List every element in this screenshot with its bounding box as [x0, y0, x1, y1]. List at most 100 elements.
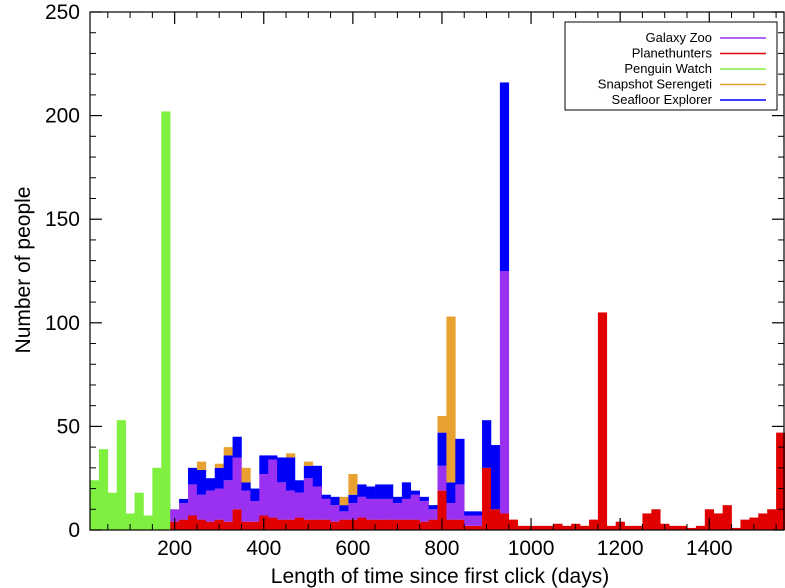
bar-galaxy-zoo [277, 482, 287, 520]
bar-galaxy-zoo [330, 505, 340, 522]
bar-planethunters [437, 490, 447, 530]
bar-galaxy-zoo [312, 486, 322, 520]
bar-galaxy-zoo [392, 503, 403, 520]
bar-seafloor-explorer [321, 494, 331, 499]
bar-galaxy-zoo [294, 492, 305, 518]
bar-planethunters [749, 517, 759, 530]
bar-planethunters [482, 467, 492, 530]
bar-galaxy-zoo [232, 457, 242, 510]
bar-planethunters [490, 509, 501, 530]
bar-seafloor-explorer [241, 482, 251, 491]
bar-planethunters [580, 525, 590, 530]
bar-seafloor-explorer [428, 505, 438, 510]
bar-seafloor-explorer [286, 457, 296, 491]
bar-galaxy-zoo [384, 498, 394, 520]
bar-penguin-watch [125, 513, 135, 530]
bar-snapshot-serengeti [339, 496, 349, 506]
bar-galaxy-zoo [499, 271, 510, 514]
bars-layer [90, 82, 785, 531]
bar-seafloor-explorer [437, 432, 447, 466]
bar-galaxy-zoo [375, 498, 385, 520]
bar-planethunters [678, 525, 688, 530]
y-axis-title: Number of people [12, 187, 35, 354]
legend-label: Galaxy Zoo [646, 30, 712, 45]
x-tick-label: 200 [157, 537, 192, 560]
tick-labels-layer: 0 50 100 150 200 250 200 400 600 800 1000 1200 1400 [45, 1, 733, 560]
plot-frame [89, 11, 785, 531]
bar-planethunters [455, 519, 465, 530]
bar-planethunters [553, 523, 563, 530]
bar-planethunters [384, 519, 394, 530]
bar-penguin-watch [116, 420, 126, 530]
bar-seafloor-explorer [490, 445, 501, 510]
x-axis-title: Length of time since first click (days) [271, 565, 609, 588]
bar-planethunters [241, 521, 251, 530]
legend-label: Planethunters [632, 46, 713, 61]
bar-planethunters [188, 515, 198, 530]
bar-galaxy-zoo [357, 496, 367, 518]
bar-seafloor-explorer [482, 420, 492, 468]
bar-seafloor-explorer [499, 82, 510, 271]
bar-snapshot-serengeti [446, 316, 456, 483]
bar-penguin-watch [107, 492, 118, 530]
bar-galaxy-zoo [446, 503, 456, 520]
bar-seafloor-explorer [401, 482, 412, 499]
bar-seafloor-explorer [464, 511, 474, 516]
bar-planethunters [339, 519, 349, 530]
bar-seafloor-explorer [188, 467, 198, 485]
bar-planethunters [250, 521, 260, 530]
x-tick-label: 600 [335, 537, 370, 560]
bar-galaxy-zoo [464, 515, 474, 526]
bar-galaxy-zoo [419, 500, 429, 522]
bar-seafloor-explorer [339, 505, 349, 512]
bar-snapshot-serengeti [196, 461, 207, 470]
bar-planethunters [499, 513, 510, 530]
bar-planethunters [464, 525, 474, 530]
bar-planethunters [419, 521, 429, 530]
bar-planethunters [179, 519, 189, 530]
bar-planethunters [410, 519, 420, 530]
bar-planethunters [624, 525, 634, 530]
bar-planethunters [366, 519, 376, 530]
bar-seafloor-explorer [419, 496, 429, 501]
bar-galaxy-zoo [473, 515, 483, 526]
bar-seafloor-explorer [473, 511, 483, 516]
bar-planethunters [767, 509, 777, 530]
x-tick-label: 1200 [597, 537, 644, 560]
x-tick-label: 1000 [508, 537, 555, 560]
bar-galaxy-zoo [170, 509, 180, 522]
bar-planethunters [321, 519, 331, 530]
bar-planethunters [776, 432, 785, 530]
bar-planethunters [588, 519, 599, 530]
bar-planethunters [196, 519, 207, 530]
bar-snapshot-serengeti [303, 461, 314, 466]
y-tick-label: 0 [68, 519, 80, 542]
bar-snapshot-serengeti [437, 416, 447, 433]
bar-penguin-watch [134, 492, 144, 530]
bar-galaxy-zoo [205, 490, 216, 522]
bar-planethunters [286, 519, 296, 530]
bar-galaxy-zoo [259, 474, 269, 516]
bar-galaxy-zoo [268, 459, 278, 518]
bar-planethunters [330, 521, 340, 530]
bar-planethunters [375, 519, 385, 530]
x-tick-label: 400 [246, 537, 281, 560]
bar-galaxy-zoo [410, 494, 420, 520]
bar-penguin-watch [161, 111, 171, 531]
bar-seafloor-explorer [223, 455, 233, 481]
bar-galaxy-zoo [214, 488, 224, 520]
bar-galaxy-zoo [455, 484, 465, 520]
bar-seafloor-explorer [446, 482, 456, 504]
bar-snapshot-serengeti [214, 463, 224, 468]
bar-planethunters [597, 312, 608, 530]
bar-galaxy-zoo [303, 478, 314, 520]
bar-planethunters [758, 513, 768, 530]
bar-planethunters [232, 509, 242, 530]
bar-seafloor-explorer [259, 455, 269, 475]
bar-snapshot-serengeti [286, 453, 296, 458]
bar-seafloor-explorer [455, 438, 465, 485]
bar-snapshot-serengeti [348, 474, 358, 495]
bar-seafloor-explorer [375, 484, 385, 499]
